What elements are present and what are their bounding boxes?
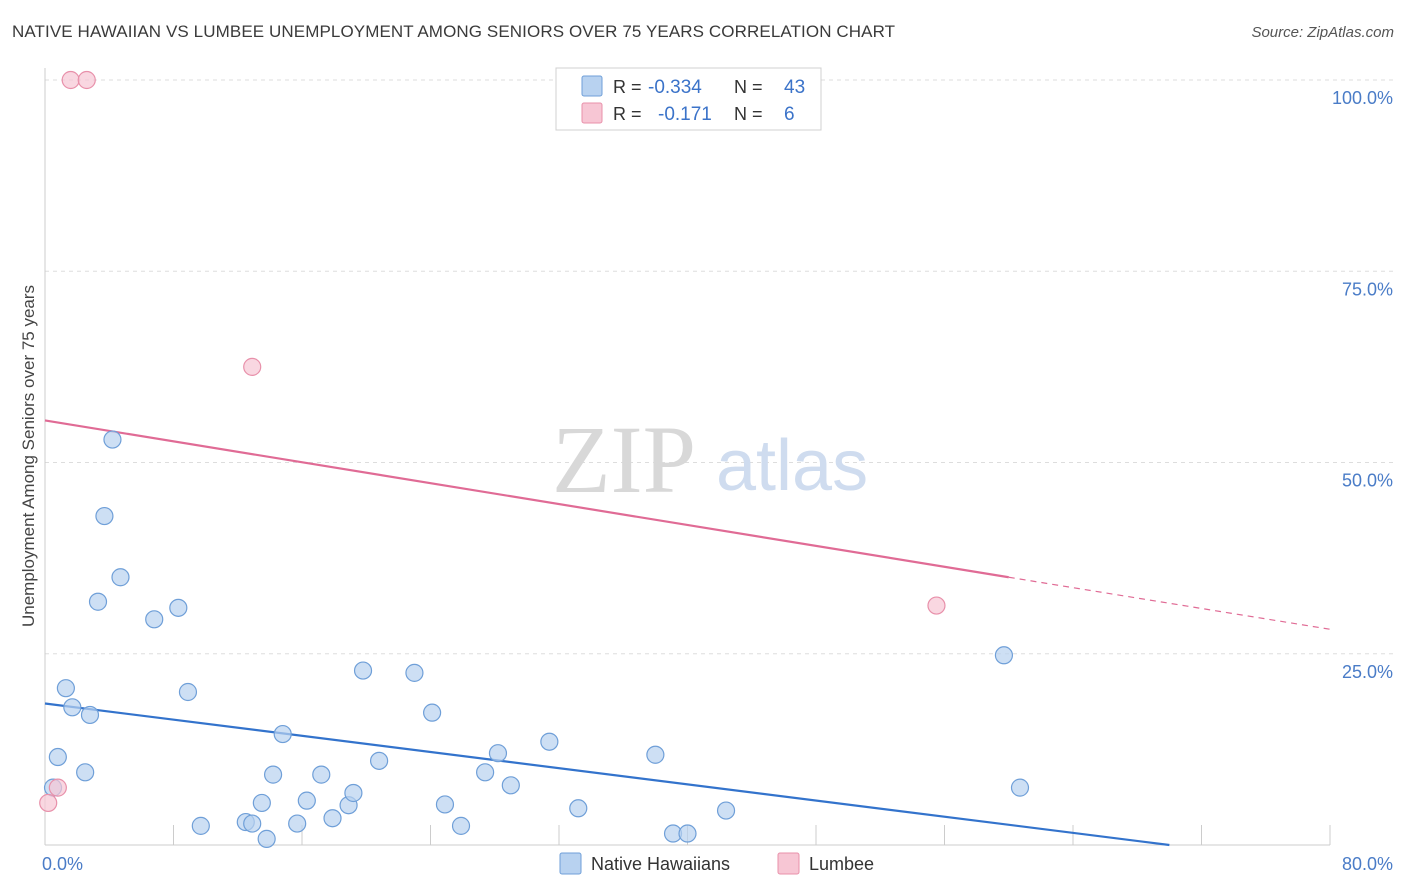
point-native-hawaiians-18 xyxy=(263,765,283,784)
series-legend-native-hawaiians: Native Hawaiians xyxy=(591,854,730,874)
point-lumbee-1 xyxy=(48,778,67,797)
legend-r-label-1: R = xyxy=(613,77,642,97)
legend-n-value-1: 43 xyxy=(784,77,805,98)
point-native-hawaiians-10 xyxy=(145,610,164,629)
point-native-hawaiians-16 xyxy=(252,793,271,813)
point-native-hawaiians-42 xyxy=(1010,778,1030,797)
data-points xyxy=(39,70,1030,848)
y-tick-label-25: 25.0% xyxy=(1342,662,1393,682)
x-tick-label-min: 0.0% xyxy=(42,854,83,874)
point-native-hawaiians-20 xyxy=(288,814,307,833)
point-native-hawaiians-28 xyxy=(405,663,424,682)
legend-r-label-2: R = xyxy=(613,104,642,124)
y-tick-label-50: 50.0% xyxy=(1342,471,1393,491)
stats-legend: R = -0.334 N = 43 R = -0.171 N = 6 xyxy=(555,67,822,131)
point-native-hawaiians-41 xyxy=(994,646,1014,665)
series-legend-lumbee: Lumbee xyxy=(809,854,874,874)
watermark-zip: ZIP xyxy=(552,406,696,513)
point-lumbee-0 xyxy=(39,793,58,813)
point-native-hawaiians-31 xyxy=(451,816,471,835)
point-native-hawaiians-9 xyxy=(111,568,130,587)
point-native-hawaiians-13 xyxy=(191,816,210,835)
series-legend-swatch-native-hawaiians xyxy=(559,852,582,875)
point-native-hawaiians-6 xyxy=(88,592,108,611)
legend-n-label-2: N = xyxy=(734,104,763,124)
point-native-hawaiians-33 xyxy=(488,744,508,763)
point-native-hawaiians-15 xyxy=(243,814,262,833)
point-native-hawaiians-35 xyxy=(540,732,559,751)
series-legend: Native Hawaiians Lumbee xyxy=(559,852,874,875)
point-native-hawaiians-8 xyxy=(103,430,122,449)
point-native-hawaiians-5 xyxy=(80,705,100,725)
point-native-hawaiians-26 xyxy=(353,661,373,680)
point-lumbee-4 xyxy=(243,357,262,376)
point-native-hawaiians-12 xyxy=(178,682,198,702)
chart-title: NATIVE HAWAIIAN VS LUMBEE UNEMPLOYMENT A… xyxy=(12,22,896,41)
trend-line-lumbee xyxy=(44,419,1009,579)
point-native-hawaiians-1 xyxy=(48,747,67,767)
point-native-hawaiians-11 xyxy=(169,598,188,617)
x-tick-labels: 0.0% 80.0% xyxy=(42,854,1393,874)
y-tick-label-100: 100.0% xyxy=(1332,88,1393,108)
point-native-hawaiians-21 xyxy=(297,791,316,810)
legend-n-label-1: N = xyxy=(734,77,763,97)
y-axis-label: Unemployment Among Seniors over 75 years xyxy=(19,285,38,627)
point-native-hawaiians-23 xyxy=(323,809,342,828)
point-native-hawaiians-2 xyxy=(56,679,75,698)
point-native-hawaiians-17 xyxy=(257,829,276,848)
point-native-hawaiians-36 xyxy=(569,799,588,818)
trend-line-native-hawaiians xyxy=(44,702,1170,847)
legend-n-value-2: 6 xyxy=(784,104,795,125)
legend-r-value-2: -0.171 xyxy=(658,104,712,125)
point-native-hawaiians-7 xyxy=(95,506,114,526)
point-lumbee-2 xyxy=(61,70,80,90)
point-native-hawaiians-32 xyxy=(476,763,495,782)
y-tick-labels: 25.0% 50.0% 75.0% 100.0% xyxy=(1332,88,1393,682)
point-lumbee-5 xyxy=(927,596,946,615)
point-native-hawaiians-39 xyxy=(678,824,697,843)
trend-line-lumbee-extrapolated xyxy=(1008,576,1331,630)
legend-swatch-blue xyxy=(581,75,603,97)
point-native-hawaiians-34 xyxy=(501,776,520,795)
series-legend-swatch-lumbee xyxy=(777,852,800,875)
watermark-atlas: atlas xyxy=(716,426,868,506)
trend-lines xyxy=(44,419,1331,847)
legend-swatch-pink xyxy=(581,102,603,124)
point-native-hawaiians-30 xyxy=(435,795,455,814)
y-tick-label-75: 75.0% xyxy=(1342,279,1393,299)
source-label: Source: ZipAtlas.com xyxy=(1251,24,1394,41)
watermark: ZIP atlas xyxy=(552,406,868,513)
point-native-hawaiians-27 xyxy=(370,751,389,770)
point-native-hawaiians-22 xyxy=(312,765,331,784)
point-native-hawaiians-3 xyxy=(63,698,82,717)
point-native-hawaiians-37 xyxy=(646,745,665,764)
point-native-hawaiians-4 xyxy=(76,763,95,782)
legend-r-value-1: -0.334 xyxy=(648,77,702,98)
point-native-hawaiians-25 xyxy=(344,783,363,803)
point-lumbee-3 xyxy=(77,70,96,90)
point-native-hawaiians-29 xyxy=(423,703,442,722)
x-tick-label-max: 80.0% xyxy=(1342,854,1393,874)
point-native-hawaiians-40 xyxy=(716,801,736,820)
point-native-hawaiians-19 xyxy=(273,724,292,744)
